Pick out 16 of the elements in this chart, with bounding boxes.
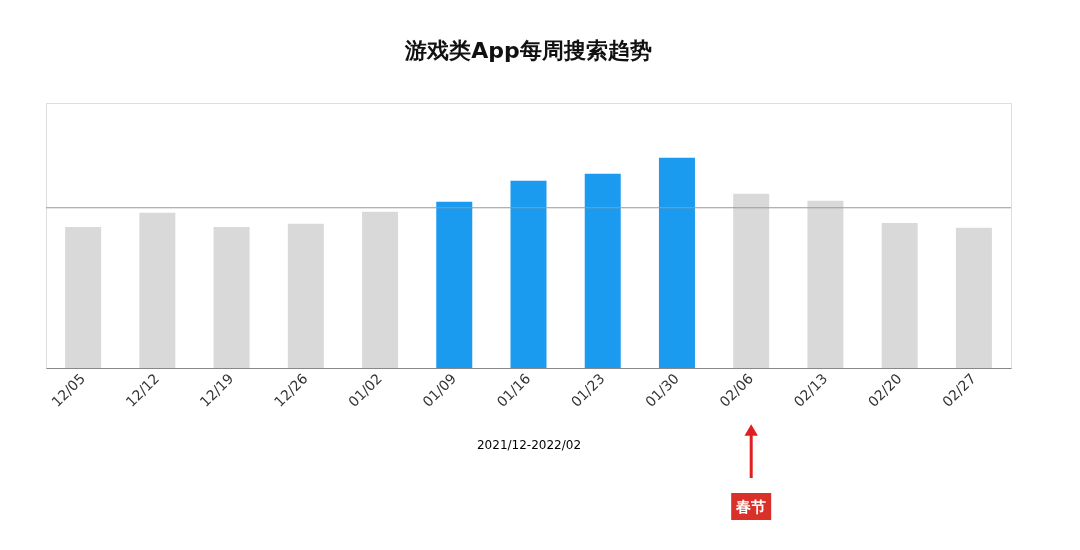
bar [362, 211, 399, 368]
bar [213, 226, 250, 368]
bar [881, 222, 918, 368]
bar [807, 200, 844, 368]
bar [733, 193, 770, 368]
bar [436, 201, 473, 368]
text: 春节 [735, 498, 767, 516]
bar [287, 223, 324, 368]
bar [510, 180, 547, 368]
bar [658, 157, 695, 368]
chart-title: 游戏类App每周搜索趋势 [404, 38, 652, 63]
x-axis-title: 2021/12-2022/02 [476, 437, 582, 452]
bar [139, 212, 176, 368]
bar [955, 227, 992, 368]
bar [584, 173, 621, 368]
bar [65, 226, 102, 368]
